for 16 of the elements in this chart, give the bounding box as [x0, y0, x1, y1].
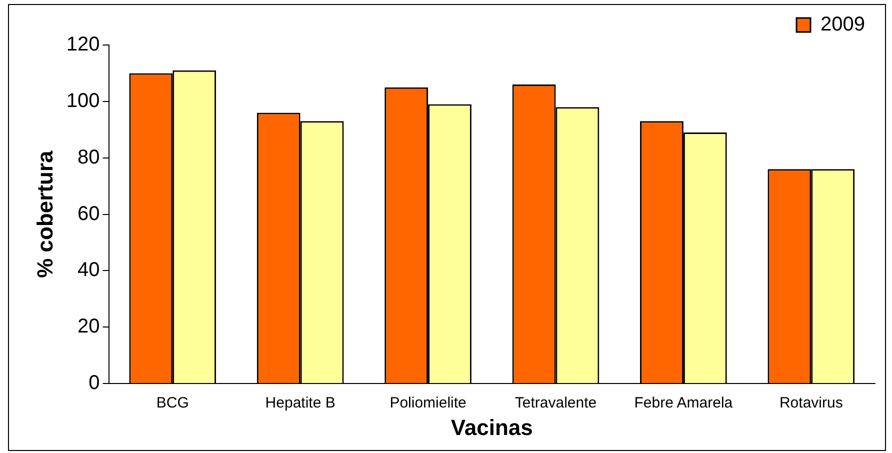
- y-tick-label: 60: [78, 202, 100, 225]
- y-axis-title: % cobertura: [32, 150, 58, 278]
- y-tick-label: 100: [66, 90, 100, 112]
- y-tick-label: 40: [78, 259, 100, 282]
- x-tick-label: Febre Amarela: [634, 394, 734, 412]
- x-tick-label: Tetravalente: [514, 394, 597, 412]
- y-tick-label: 0: [88, 372, 100, 394]
- legend-label: 2009: [820, 14, 866, 36]
- y-tick-label: 120: [66, 34, 100, 56]
- y-tick-label: 80: [78, 146, 100, 168]
- y-tick-label: 20: [78, 316, 100, 338]
- x-tick-label: Rotavirus: [779, 394, 843, 412]
- x-tick-label: Hepatite B: [265, 394, 336, 412]
- x-tick-label: BCG: [156, 394, 189, 412]
- x-axis-title: Vacinas: [450, 414, 533, 440]
- x-tick-label: Poliomielite: [390, 394, 466, 412]
